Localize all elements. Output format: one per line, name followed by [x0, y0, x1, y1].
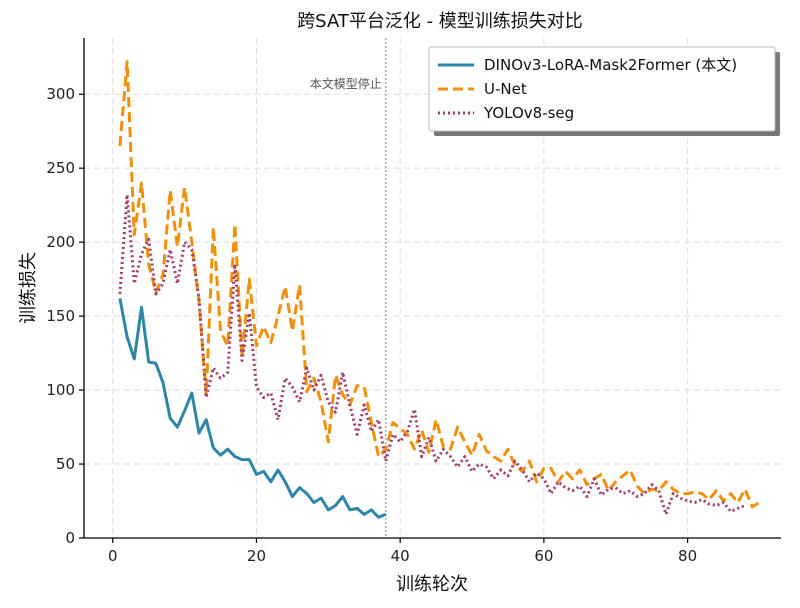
legend-label-1: DINOv3-LoRA-Mask2Former (本文) [484, 56, 737, 74]
series-layer [118, 60, 761, 519]
legend: DINOv3-LoRA-Mask2Former (本文) U-Net YOLOv8-… [428, 46, 780, 136]
legend-box [428, 46, 776, 132]
y-tick-label: 300 [46, 85, 75, 103]
y-tick-label: 150 [46, 307, 75, 325]
x-axis-title: 训练轮次 [396, 574, 468, 595]
annotation-layer: 本文模型停止 [310, 38, 387, 538]
series-line-1 [118, 298, 387, 519]
y-axis-title: 训练损失 [18, 252, 39, 324]
x-tick-label: 60 [534, 547, 553, 565]
axes [83, 38, 781, 539]
y-tick-label: 0 [65, 529, 75, 547]
y-tick-label: 50 [56, 455, 75, 473]
stop-marker-label: 本文模型停止 [310, 76, 382, 91]
legend-label-3: YOLOv8-seg [483, 104, 574, 122]
ticks: 0 20 40 60 80 0 50 100 150 200 250 300 [46, 85, 697, 565]
x-tick-label: 20 [247, 547, 266, 565]
chart-title: 跨SAT平台泛化 - 模型训练损失对比 [297, 11, 583, 32]
y-tick-label: 200 [46, 233, 75, 251]
x-tick-label: 80 [678, 547, 697, 565]
y-tick-label: 250 [46, 159, 75, 177]
x-tick-label: 40 [391, 547, 410, 565]
series-line-2 [118, 60, 761, 509]
series-line-3 [118, 193, 746, 516]
x-tick-label: 0 [108, 547, 118, 565]
y-tick-label: 100 [46, 381, 75, 399]
legend-label-2: U-Net [484, 80, 527, 98]
